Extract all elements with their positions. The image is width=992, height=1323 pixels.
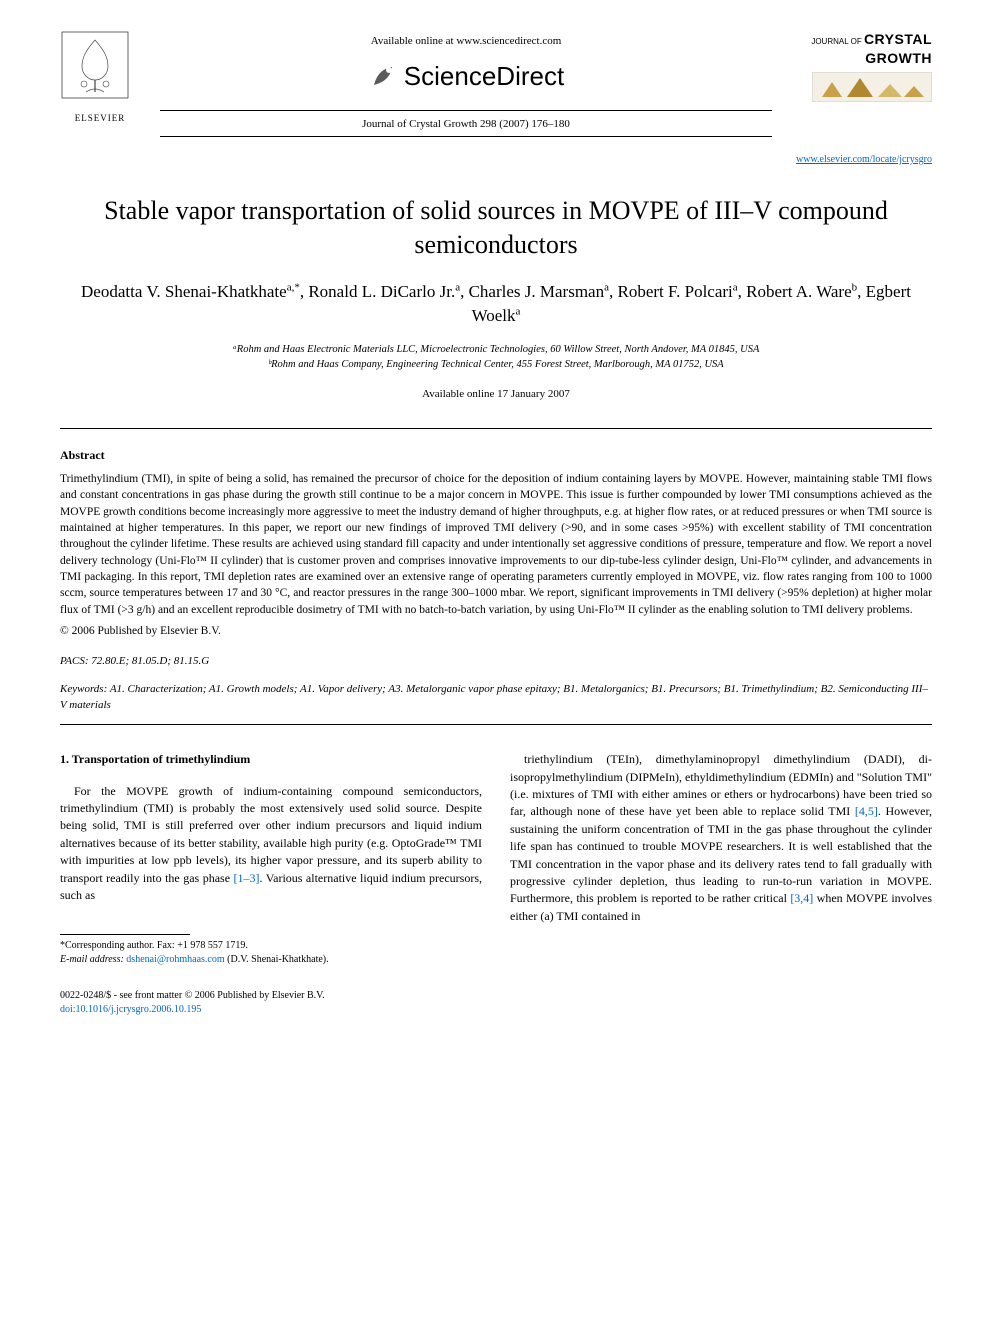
- journal-logo-prefix: JOURNAL OF: [811, 37, 861, 46]
- journal-logo-main: CRYSTAL GROWTH: [864, 31, 932, 66]
- body-columns: 1. Transportation of trimethylindium For…: [60, 751, 932, 967]
- column-right: triethylindium (TEIn), dimethylaminoprop…: [510, 751, 932, 967]
- footer-line1: 0022-0248/$ - see front matter © 2006 Pu…: [60, 989, 932, 1003]
- section-number: 1.: [60, 752, 69, 766]
- sciencedirect-brand: ScienceDirect: [160, 59, 772, 94]
- journal-logo: JOURNAL OF CRYSTAL GROWTH: [792, 30, 932, 102]
- abstract-rule-top: [60, 428, 932, 429]
- footer-doi: doi:10.1016/j.jcrysgro.2006.10.195: [60, 1003, 932, 1017]
- sciencedirect-label: ScienceDirect: [404, 59, 564, 94]
- pacs-codes: 72.80.E; 81.05.D; 81.15.G: [91, 655, 209, 667]
- journal-link-row: www.elsevier.com/locate/jcrysgro: [60, 149, 932, 167]
- citation-link[interactable]: [4,5]: [855, 804, 878, 818]
- email-label: E-mail address:: [60, 954, 124, 965]
- publisher-logo: ELSEVIER: [60, 30, 140, 124]
- keywords-block: Keywords: A1. Characterization; A1. Grow…: [60, 682, 932, 714]
- abstract-copyright: © 2006 Published by Elsevier B.V.: [60, 624, 932, 640]
- header-row: ELSEVIER Available online at www.science…: [60, 30, 932, 143]
- email-link[interactable]: dshenai@rohmhaas.com: [126, 954, 224, 965]
- corresponding-author-footnote: *Corresponding author. Fax: +1 978 557 1…: [60, 939, 482, 953]
- citation-link[interactable]: [1–3]: [234, 871, 260, 885]
- header-center: Available online at www.sciencedirect.co…: [140, 30, 792, 143]
- sciencedirect-icon: [368, 61, 398, 91]
- keywords-label: Keywords:: [60, 683, 107, 695]
- available-online-text: Available online at www.sciencedirect.co…: [160, 34, 772, 49]
- email-attribution: (D.V. Shenai-Khatkhate).: [227, 954, 328, 965]
- col2-para: triethylindium (TEIn), dimethylaminoprop…: [510, 751, 932, 925]
- journal-url-link[interactable]: www.elsevier.com/locate/jcrysgro: [796, 154, 932, 165]
- section-heading: 1. Transportation of trimethylindium: [60, 751, 482, 768]
- email-footnote: E-mail address: dshenai@rohmhaas.com (D.…: [60, 953, 482, 967]
- header-rule-top: [160, 110, 772, 111]
- abstract-heading: Abstract: [60, 447, 932, 463]
- article-title: Stable vapor transportation of solid sou…: [60, 194, 932, 262]
- column-left: 1. Transportation of trimethylindium For…: [60, 751, 482, 967]
- keywords-text: A1. Characterization; A1. Growth models;…: [60, 683, 928, 711]
- citation-link[interactable]: [3,4]: [790, 891, 813, 905]
- affiliations: ᵃRohm and Haas Electronic Materials LLC,…: [60, 342, 932, 374]
- page-footer: 0022-0248/$ - see front matter © 2006 Pu…: [60, 989, 932, 1017]
- footnote-rule: [60, 934, 190, 935]
- journal-cover-icon: [812, 72, 932, 102]
- affiliation-b: ᵇRohm and Haas Company, Engineering Tech…: [60, 357, 932, 373]
- journal-reference: Journal of Crystal Growth 298 (2007) 176…: [160, 117, 772, 132]
- affiliation-a: ᵃRohm and Haas Electronic Materials LLC,…: [60, 342, 932, 358]
- elsevier-tree-icon: [60, 30, 130, 110]
- available-date: Available online 17 January 2007: [60, 387, 932, 402]
- header-rule-bottom: [160, 136, 772, 137]
- publisher-name: ELSEVIER: [60, 112, 140, 124]
- pacs-label: PACS:: [60, 655, 89, 667]
- section-title: Transportation of trimethylindium: [72, 752, 250, 766]
- authors-line: Deodatta V. Shenai-Khatkhatea,*, Ronald …: [60, 280, 932, 328]
- abstract-body: Trimethylindium (TMI), in spite of being…: [60, 471, 932, 618]
- pacs-line: PACS: 72.80.E; 81.05.D; 81.15.G: [60, 654, 932, 669]
- abstract-rule-bottom: [60, 724, 932, 725]
- col1-para: For the MOVPE growth of indium-containin…: [60, 783, 482, 905]
